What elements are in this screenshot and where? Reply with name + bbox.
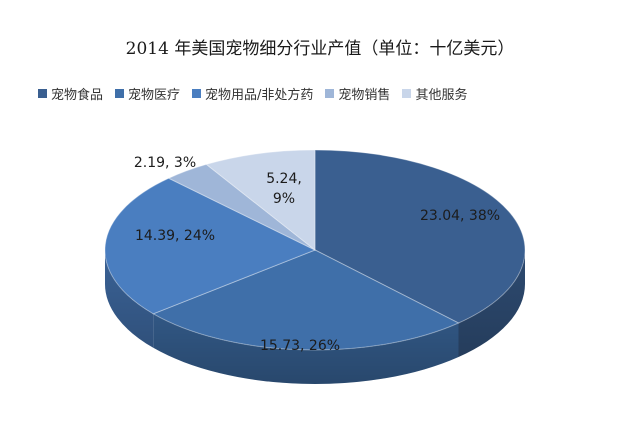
legend-item: 宠物用品/非处方药 (192, 84, 313, 103)
pie-sides (105, 250, 525, 384)
pie-slice (205, 149, 316, 252)
legend-swatch (38, 89, 47, 98)
pie-data-label: 5.24, 9% (266, 171, 302, 207)
legend-label: 宠物用品/非处方药 (205, 88, 314, 103)
legend-item: 宠物销售 (325, 84, 390, 103)
pie-data-label-line: 2.19, 3% (134, 155, 196, 171)
pie-data-label-line: 15.73, 26% (260, 338, 340, 354)
legend-label: 其他服务 (415, 88, 468, 103)
pie-data-label-line: 23.04, 38% (420, 208, 500, 224)
pie-slice-side-shade (153, 313, 459, 384)
pie-data-label-line: 5.24, (266, 171, 302, 187)
legend-swatch (402, 89, 412, 98)
chart-title: 2014 年美国宠物细分行业产值（单位：十亿美元） (125, 39, 515, 59)
pie-data-label-line: 9% (273, 191, 295, 207)
legend-item: 其他服务 (402, 84, 467, 103)
legend-label: 宠物销售 (338, 88, 391, 103)
pie-slice (104, 177, 317, 315)
pie-slice (314, 149, 526, 324)
pie-data-label: 15.73, 26% (260, 338, 340, 354)
pie-data-label: 14.39, 24% (135, 228, 215, 244)
pie-data-label: 23.04, 38% (420, 208, 500, 224)
legend-label: 宠物食品 (51, 88, 104, 103)
legend: 宠物食品 宠物医疗 宠物用品/非处方药 宠物销售 其他服务 (38, 84, 618, 103)
pie-slice (167, 163, 316, 251)
legend-item: 宠物医疗 (115, 84, 180, 103)
pie-labels: 23.04, 38% 15.73, 26% 14.39, 24% 2.19, 3% 5.… (134, 155, 500, 354)
pie-slice-side-shade (458, 250, 525, 358)
pie-tops (104, 149, 526, 351)
legend-swatch (325, 89, 335, 98)
pie-slice (152, 249, 460, 351)
legend-swatch (192, 89, 202, 98)
pie-data-label-line: 14.39, 24% (135, 228, 215, 244)
pie-data-label: 2.19, 3% (134, 155, 196, 171)
legend-label: 宠物医疗 (128, 88, 181, 103)
legend-item: 宠物食品 (38, 84, 103, 103)
pie-slice-side-shade (105, 250, 154, 348)
legend-swatch (115, 89, 125, 98)
